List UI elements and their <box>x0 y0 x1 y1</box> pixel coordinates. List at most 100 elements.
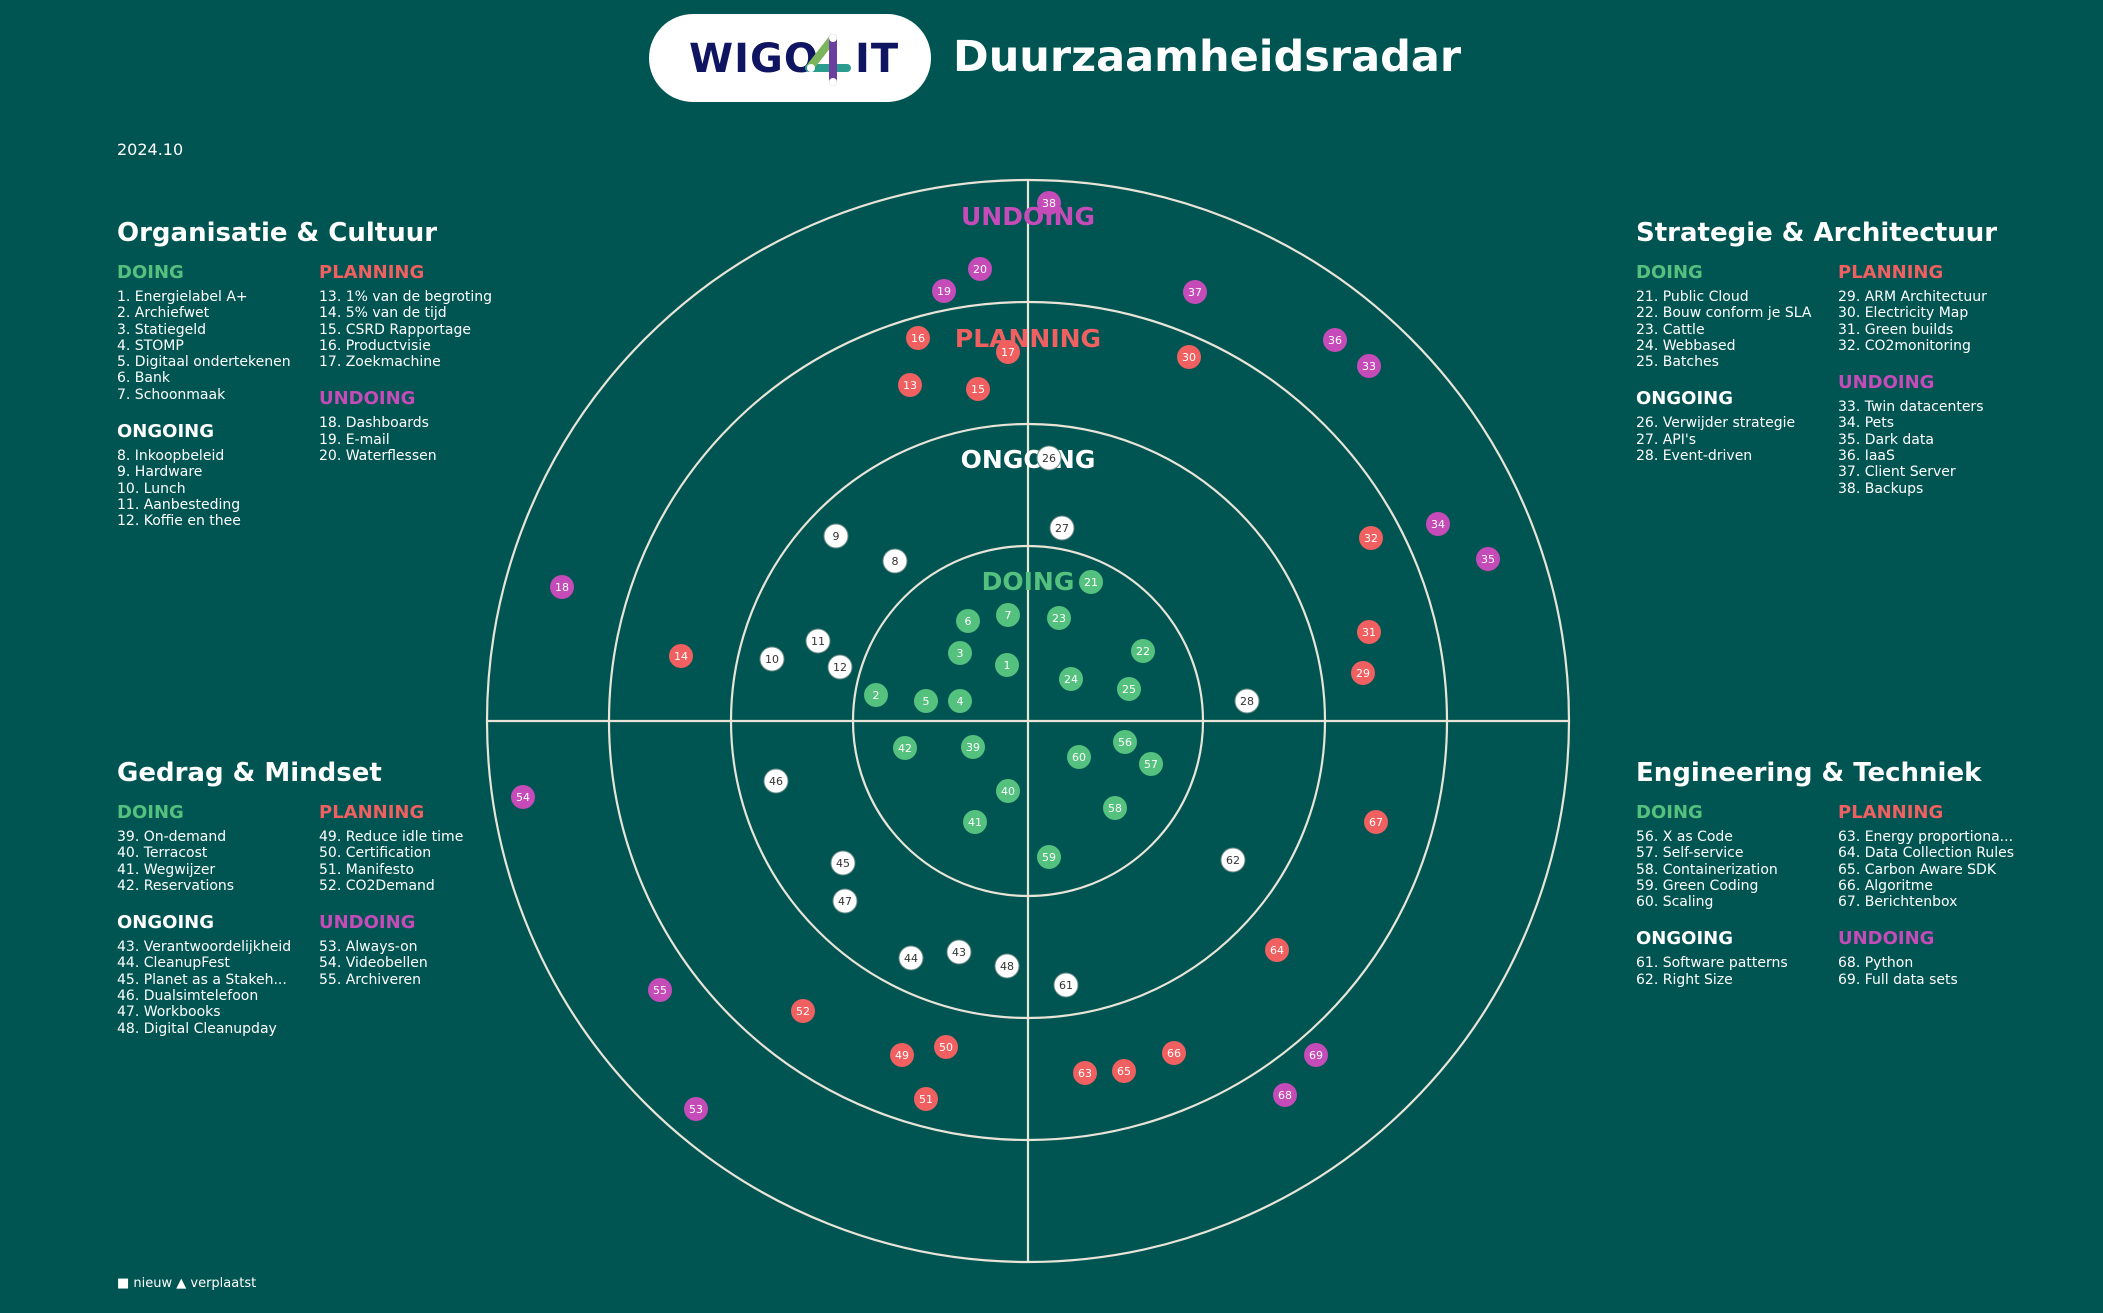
blip-label-32: 32 <box>1364 532 1378 545</box>
list-item: 4. STOMP <box>117 337 184 354</box>
list-item: 25. Batches <box>1636 354 1719 371</box>
blip-32 <box>1359 526 1383 550</box>
list-item: 13. 1% van de begroting <box>319 289 493 305</box>
list-item: 27. API's <box>1636 431 1697 448</box>
list-item: 3. Statiegeld <box>117 321 207 338</box>
group-title-undoing: UNDOING <box>319 388 416 410</box>
blip-label-17: 17 <box>1001 346 1015 359</box>
group-planning: PLANNING 13. 1% van de begroting 14. 5% v… <box>319 262 521 370</box>
blip-30 <box>1177 345 1201 369</box>
blip-label-69: 69 <box>1309 1049 1323 1062</box>
blip-64 <box>1265 938 1289 962</box>
list-item: 14. 5% van de tijd <box>319 305 447 322</box>
blip-label-43: 43 <box>952 946 966 959</box>
blip-label-39: 39 <box>966 741 980 754</box>
list-item: 52. CO2Demand <box>319 877 435 894</box>
blip-18 <box>550 575 574 599</box>
logo-text-it: IT <box>855 36 900 82</box>
blip-label-64: 64 <box>1270 944 1284 957</box>
item-list: 53. Always-on 54. Videobellen 55. Archiver… <box>319 939 521 988</box>
blip-label-30: 30 <box>1182 351 1196 364</box>
blip-56 <box>1113 730 1137 754</box>
blip-label-26: 26 <box>1042 452 1056 465</box>
blip-label-51: 51 <box>919 1093 933 1106</box>
blip-63 <box>1073 1061 1097 1085</box>
list-item: 11. Aanbesteding <box>117 496 241 513</box>
blip-34 <box>1426 512 1450 536</box>
list-item: 43. Verantwoordelijkheid <box>117 939 292 956</box>
blip-label-45: 45 <box>836 857 850 870</box>
blip-label-61: 61 <box>1059 979 1073 992</box>
quadrant-engineering-techniek: Engineering & Techniek DOING 56. X as Co… <box>1636 758 2056 1006</box>
blip-label-48: 48 <box>1000 960 1014 973</box>
list-item: 21. Public Cloud <box>1636 289 1749 305</box>
quadrant-strategie-architectuur: Strategie & Architectuur DOING 21. Publi… <box>1636 218 2056 515</box>
legend: ■ nieuw ▲ verplaatst <box>117 1276 257 1291</box>
item-list: 21. Public Cloud 22. Bouw conform je SLA 2… <box>1636 289 1838 370</box>
blip-28 <box>1234 688 1260 714</box>
blip-label-53: 53 <box>689 1103 703 1116</box>
group-title-planning: PLANNING <box>1838 802 1944 823</box>
blip-label-59: 59 <box>1042 851 1056 864</box>
blip-label-25: 25 <box>1122 683 1136 696</box>
group-title-ongoing: ONGOING <box>1636 928 1733 950</box>
blip-label-35: 35 <box>1481 553 1495 566</box>
blip-label-21: 21 <box>1084 576 1098 589</box>
group-ongoing: ONGOING 8. Inkoopbeleid 9. Hardware 10. Lu… <box>117 421 319 529</box>
blip-54 <box>511 785 535 809</box>
blip-6 <box>956 609 980 633</box>
group-planning: PLANNING 49. Reduce idle time 50. Certifi… <box>319 802 521 894</box>
blip-label-50: 50 <box>939 1041 953 1054</box>
blip-14 <box>669 644 693 668</box>
blip-68 <box>1273 1083 1297 1107</box>
blip-37 <box>1183 280 1207 304</box>
item-list: 26. Verwijder strategie 27. API's 28. Even… <box>1636 415 1838 464</box>
list-item: 48. Digital Cleanupday <box>117 1020 277 1037</box>
ring-label-ongoing: ONGOING <box>961 445 1096 474</box>
list-item: 9. Hardware <box>117 464 203 481</box>
list-item: 29. ARM Architectuur <box>1838 289 1987 305</box>
blip-label-31: 31 <box>1362 626 1376 639</box>
blip-25 <box>1117 677 1141 701</box>
blip-8 <box>882 548 908 574</box>
list-item: 38. Backups <box>1838 480 1924 497</box>
group-doing: DOING 39. On-demand 40. Terracost 41. Wegw… <box>117 802 319 894</box>
item-list: 1. Energielabel A+ 2. Archiefwet 3. Statie… <box>117 289 319 403</box>
list-item: 28. Event-driven <box>1636 448 1753 465</box>
blip-label-6: 6 <box>965 615 972 628</box>
blip-label-55: 55 <box>653 984 667 997</box>
blip-46 <box>763 768 789 794</box>
item-list: 49. Reduce idle time 50. Certification 51.… <box>319 829 521 894</box>
blip-58 <box>1103 796 1127 820</box>
blip-39 <box>961 735 985 759</box>
list-item: 39. On-demand <box>117 829 227 845</box>
blip-10 <box>759 646 785 672</box>
list-item: 68. Python <box>1838 955 1914 972</box>
blip-40 <box>996 779 1020 803</box>
page-title: Duurzaamheidsradar <box>953 32 1462 82</box>
blip-label-44: 44 <box>904 952 918 965</box>
group-title-doing: DOING <box>117 802 184 823</box>
list-item: 51. Manifesto <box>319 861 415 878</box>
quadrant-organisatie-cultuur: Organisatie & Cultuur DOING 1. Energiela… <box>117 218 537 548</box>
blip-12 <box>827 654 853 680</box>
blip-label-27: 27 <box>1055 522 1069 535</box>
blip-36 <box>1323 328 1347 352</box>
group-title-doing: DOING <box>117 262 184 283</box>
group-title-planning: PLANNING <box>319 262 425 283</box>
blip-24 <box>1059 667 1083 691</box>
blip-label-56: 56 <box>1118 736 1132 749</box>
quadrant-gedrag-mindset: Gedrag & Mindset DOING 39. On-demand 40. … <box>117 758 537 1055</box>
group-planning: PLANNING 63. Energy proportiona... 64. Da… <box>1838 802 2040 910</box>
blip-9 <box>823 523 849 549</box>
item-list: 61. Software patterns 62. Right Size <box>1636 955 1838 988</box>
list-item: 18. Dashboards <box>319 415 429 432</box>
group-doing: DOING 1. Energielabel A+ 2. Archiefwet 3. … <box>117 262 319 403</box>
blip-42 <box>893 736 917 760</box>
blip-label-23: 23 <box>1052 612 1066 625</box>
item-list: 68. Python 69. Full data sets <box>1838 955 2040 988</box>
list-item: 23. Cattle <box>1636 321 1705 338</box>
blip-label-38: 38 <box>1042 197 1056 210</box>
list-item: 46. Dualsimtelefoon <box>117 988 259 1005</box>
blip-label-60: 60 <box>1072 751 1086 764</box>
